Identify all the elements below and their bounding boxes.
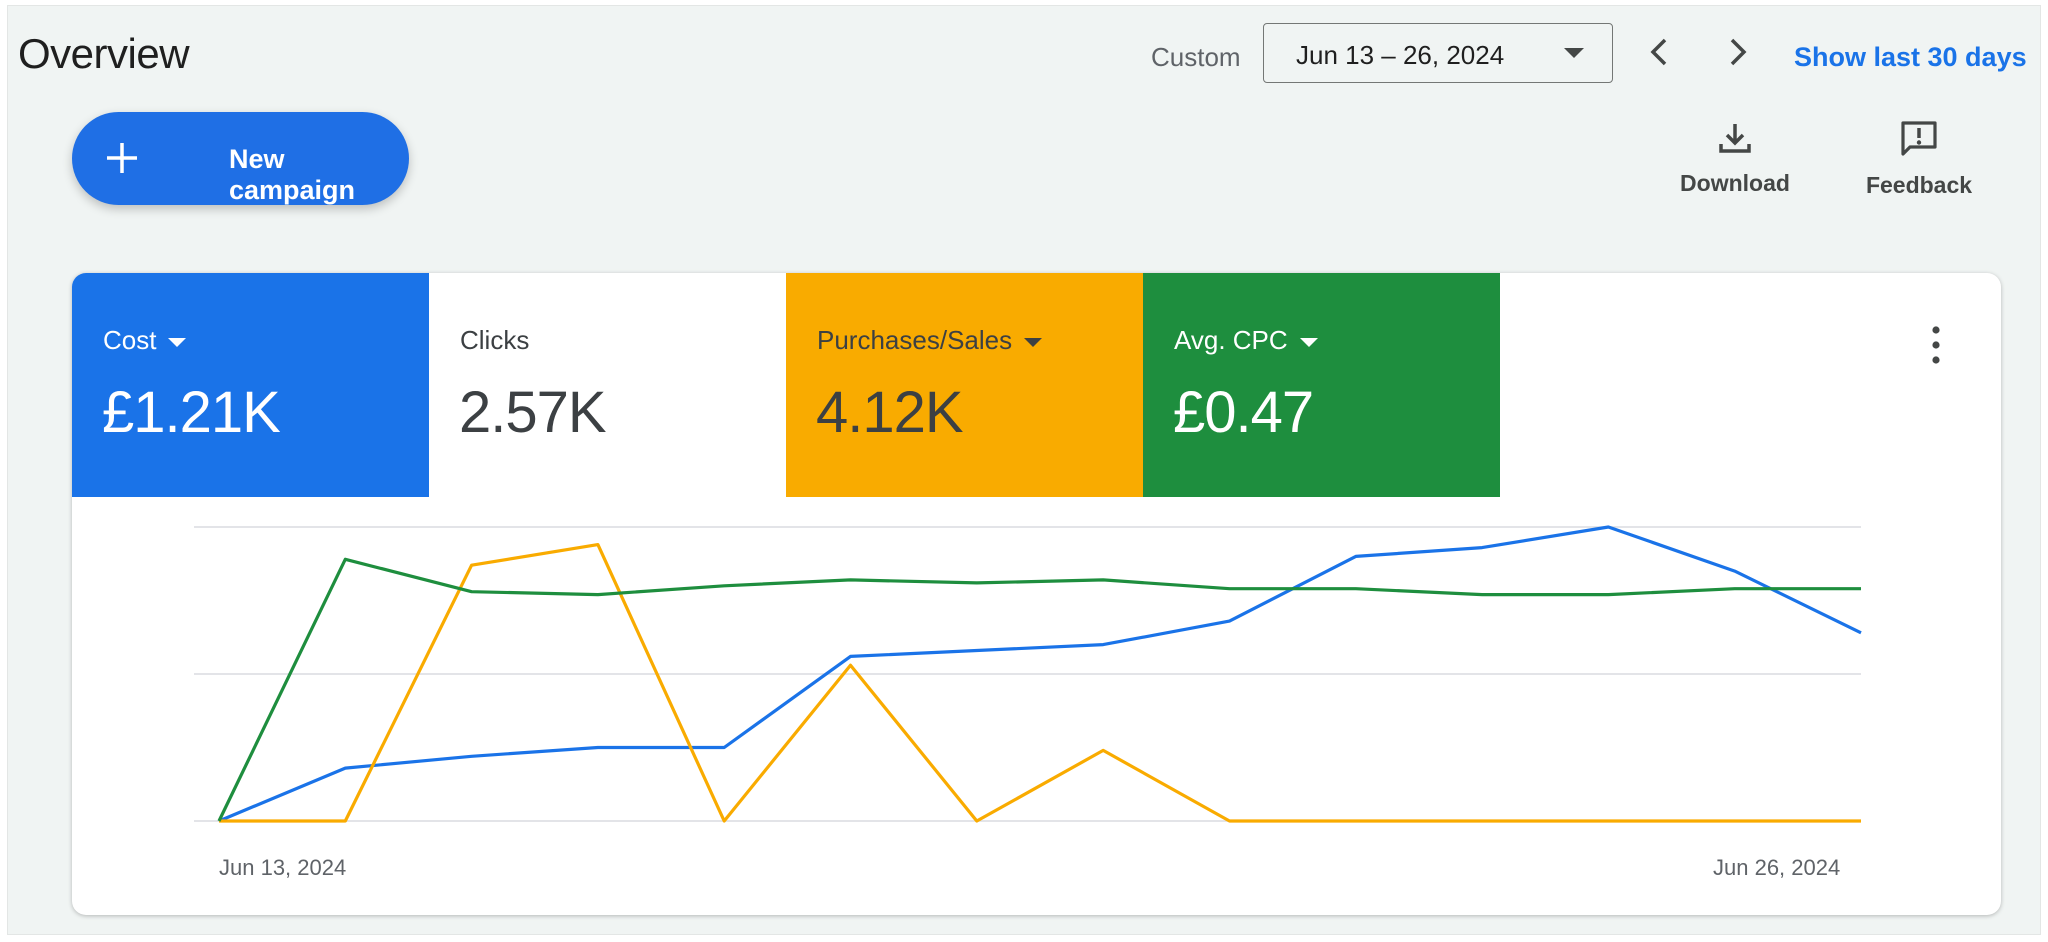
dropdown-arrow-icon xyxy=(1024,337,1043,347)
metric-value: 2.57K xyxy=(459,380,607,445)
page-title: Overview xyxy=(18,30,190,77)
download-icon xyxy=(1719,124,1751,153)
show-last-30-days-link[interactable]: Show last 30 days xyxy=(1794,42,2027,72)
metric-label: Clicks xyxy=(460,325,530,355)
plus-icon xyxy=(107,143,137,173)
metric-tile-purchases-sales[interactable]: Purchases/Sales 4.12K xyxy=(786,273,1143,497)
metric-label: Avg. CPC xyxy=(1174,325,1318,356)
dropdown-arrow-icon xyxy=(168,337,187,347)
series-line-avg-cpc xyxy=(217,557,1861,822)
dropdown-arrow-icon xyxy=(1299,337,1318,347)
metric-tile-avg-cpc[interactable]: Avg. CPC £0.47 xyxy=(1143,273,1500,497)
overview-page: Overview Custom Jun 13 – 26, 2024 Show l… xyxy=(7,5,2041,935)
metric-label: Cost xyxy=(103,325,187,356)
date-range-select[interactable]: Jun 13 – 26, 2024 xyxy=(1263,23,1613,83)
metric-label: Purchases/Sales xyxy=(817,325,1043,356)
series-line-cost xyxy=(218,525,1862,823)
date-range-type-label: Custom xyxy=(1151,42,1241,72)
metric-tile-cost[interactable]: Cost £1.21K xyxy=(72,273,429,497)
series-line-purchases-sales xyxy=(219,542,1861,823)
chevron-left-icon xyxy=(1650,38,1667,66)
download-button[interactable]: Download xyxy=(1665,118,1805,208)
feedback-button[interactable]: Feedback xyxy=(1849,118,1989,208)
performance-line-chart xyxy=(194,525,1862,823)
metric-tile-clicks[interactable]: Clicks 2.57K xyxy=(429,273,786,497)
more-options-icon[interactable] xyxy=(1924,321,1948,369)
x-axis-start-label: Jun 13, 2024 xyxy=(219,855,347,880)
next-period-button[interactable] xyxy=(1713,28,1761,76)
previous-period-button[interactable] xyxy=(1636,28,1684,76)
performance-card: Cost £1.21K Clicks 2.57K Purchases/Sales… xyxy=(72,273,2001,915)
new-campaign-label: New campaign xyxy=(229,144,356,205)
chevron-right-icon xyxy=(1730,38,1747,66)
new-campaign-button[interactable]: New campaign xyxy=(72,112,409,205)
metric-value: 4.12K xyxy=(816,380,964,445)
download-label: Download xyxy=(1680,170,1790,196)
feedback-label: Feedback xyxy=(1865,172,1973,198)
metric-value: £0.47 xyxy=(1173,380,1314,445)
feedback-icon xyxy=(1901,121,1937,156)
date-range-value: Jun 13 – 26, 2024 xyxy=(1296,40,1505,70)
x-axis-end-label: Jun 26, 2024 xyxy=(1713,855,1841,880)
dropdown-arrow-icon xyxy=(1564,48,1584,58)
metric-value: £1.21K xyxy=(102,380,281,445)
